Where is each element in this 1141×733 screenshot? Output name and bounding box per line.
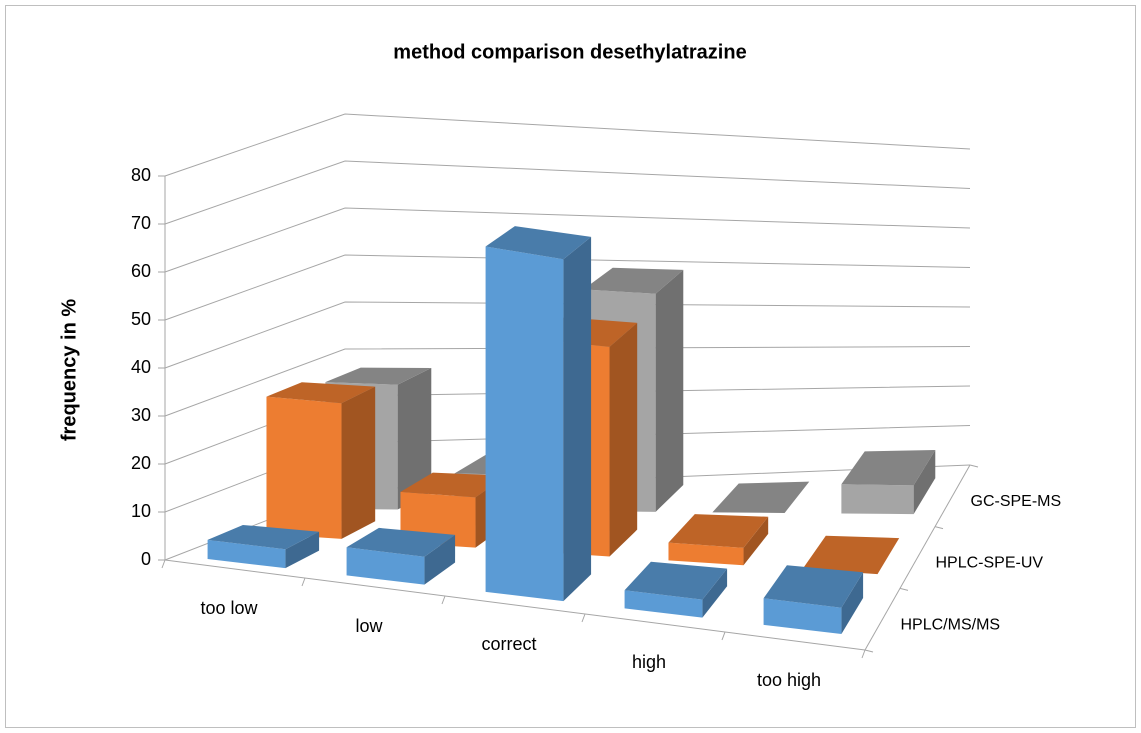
x-tick-mark [441,595,446,605]
x-tick-label: high [632,652,666,672]
grid-line [164,113,971,177]
bar [266,382,376,539]
bar-top [207,524,320,550]
bar-top [346,527,456,557]
y-axis-label: frequency in % [58,299,80,441]
bar-side [655,269,684,512]
bar-front [624,590,703,618]
x-tick-label: too low [200,598,258,618]
x-tick-mark [721,631,726,641]
x-tick-mark [861,649,866,659]
bar-side [341,386,376,539]
bar-side [397,367,432,510]
bar-front [207,539,286,569]
grid-line [164,254,971,321]
bar-top [802,535,900,575]
bar-top [624,561,728,600]
bar-front [346,547,425,585]
x-tick-mark [301,577,306,587]
legend-label: HPLC/MS/MS [901,616,1001,633]
bar-front [485,246,564,602]
bar-front [668,542,744,566]
y-tick-label: 40 [131,357,151,377]
bar-side [424,534,456,585]
depth-tick-mark [899,587,909,591]
bar-front [266,396,342,539]
y-tick-label: 80 [131,165,151,185]
y-tick-label: 50 [131,309,151,329]
depth-tick-mark [969,464,979,468]
chart-title: method comparison desethylatrazine [393,41,746,63]
depth-tick-mark [864,649,874,653]
bar-side [743,516,769,566]
bar [763,565,864,635]
y-tick-label: 70 [131,213,151,233]
y-tick-label: 10 [131,501,151,521]
y-tick-label: 30 [131,405,151,425]
bar [624,561,728,618]
bar-side [841,572,864,635]
legend-label: HPLC-SPE-UV [936,555,1044,572]
bar [841,450,936,515]
bar-side [913,450,936,515]
bar-side [609,322,638,557]
legend-label: GC-SPE-MS [971,493,1062,510]
bar-side [563,236,592,602]
y-tick-label: 20 [131,453,151,473]
bar-top [485,226,592,260]
x-tick-label: low [355,616,383,636]
bar-top [763,565,864,608]
bar-front [841,484,914,515]
x-axis [164,559,866,651]
bar-top [668,514,769,548]
bar-top [712,481,810,513]
grid-line [164,207,971,273]
x-tick-label: too high [757,670,821,690]
bar [485,226,592,602]
bar [346,527,456,585]
grid-line [164,301,971,369]
grid-line [164,346,971,417]
depth-axis [864,464,971,651]
grid-line [164,160,971,225]
x-tick-mark [161,559,166,569]
x-tick-mark [581,613,586,623]
bar-top [400,472,507,498]
y-tick-label: 60 [131,261,151,281]
depth-tick-mark [934,526,944,530]
bar [712,481,810,513]
bar-side [285,531,320,569]
bar-front [763,598,842,635]
bar [668,514,769,566]
bar-top [325,367,432,385]
bar-top [583,267,684,294]
bar-top [266,382,376,404]
bar-top [841,450,936,486]
bar-side [702,568,728,618]
y-tick-label: 0 [141,549,151,569]
x-tick-label: correct [481,634,536,654]
bar [802,535,900,575]
bar [207,524,320,569]
